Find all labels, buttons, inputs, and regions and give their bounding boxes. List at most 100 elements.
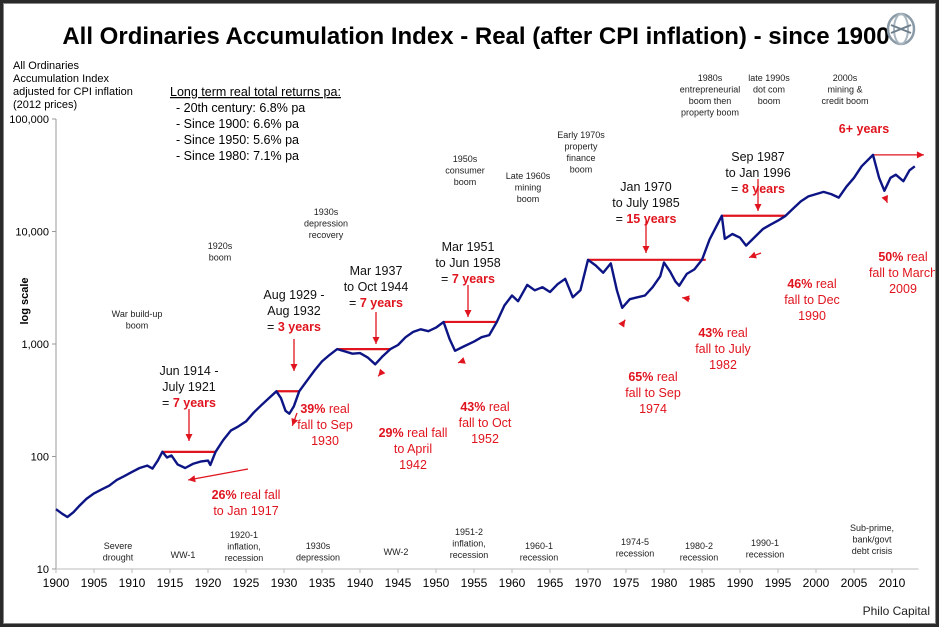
plateau: Mar 1951 to Jun 1958 = 7 years [435, 240, 501, 324]
x-tick-label: 1980 [651, 576, 678, 590]
fall-annotations: 26% real fall to Jan 1917 39% real fall to … [188, 194, 935, 518]
plateau-period-label: Aug 1929 - [263, 288, 324, 302]
x-tick-label: 1920 [195, 576, 222, 590]
boom-label: boom [126, 321, 149, 331]
fall-annotation: 46% real fall to Dec 1990 [748, 251, 840, 323]
recession-label: recession [225, 553, 264, 563]
recession-label: 1980-2 [685, 541, 713, 551]
fall-arrow-head [188, 475, 196, 483]
fall-arrow-head [881, 194, 888, 203]
y-tick-label: 10 [37, 564, 49, 576]
y-label-line: (2012 prices) [13, 99, 77, 111]
y-tick-label: 1,000 [21, 339, 49, 351]
fall-line-2: fall to Oct [459, 416, 512, 430]
fall-line-3: 1952 [471, 432, 499, 446]
fall-line-3: 1942 [399, 458, 427, 472]
x-tick-label: 2000 [803, 576, 830, 590]
axes: 10 100 1,000 10,000 100,000 1900 1905 1910 1915 1… [9, 114, 919, 590]
x-tick-label: 1905 [81, 576, 108, 590]
x-tick-label: 1955 [461, 576, 488, 590]
plateau-pointer-arrow-head [754, 204, 762, 211]
plateau-period-label: Aug 1932 [267, 304, 321, 318]
recession-label: drought [103, 553, 134, 563]
recession-label: 1960-1 [525, 541, 553, 551]
plateau: Sep 1987 to Jan 1996 = 8 years [721, 150, 791, 217]
fall-arrow-head [749, 251, 757, 259]
recession-label: 1951-2 [455, 527, 483, 537]
returns-item: - Since 1950: 5.6% pa [176, 133, 299, 147]
boom-label: recovery [309, 230, 344, 240]
recession-label: recession [520, 553, 559, 563]
plateau-arrow-head [916, 151, 924, 159]
source-label: Philo Capital [863, 604, 930, 618]
fall-line-3: 1974 [639, 402, 667, 416]
fall-line-2: to Jan 1917 [213, 504, 278, 518]
boom-label: boom [758, 96, 781, 106]
recession-label: bank/govt [852, 535, 892, 545]
plateau-years-label: = 3 years [267, 320, 321, 334]
recession-label: inflation, [452, 539, 486, 549]
years-count: 6+ years [839, 122, 889, 136]
x-tick-label: 1945 [385, 576, 412, 590]
x-tick-label: 1930 [271, 576, 298, 590]
plateau-annotations: Jun 1914 -July 1921= 7 years Aug 1929 - Au… [159, 122, 924, 453]
plateau-pointer-arrow-head [464, 310, 472, 317]
plateau: Jan 1970 to July 1985 = 15 years [588, 180, 706, 261]
boom-annotations: War build-up boom 1920s boom 1930s depression… [112, 73, 869, 331]
fall-line-2: fall to Dec [784, 293, 840, 307]
fall-arrow-head [618, 319, 626, 328]
y-axis-description: All Ordinaries Accumulation Index adjust… [13, 60, 133, 111]
boom-label: consumer [445, 166, 485, 176]
fall-annotation: 26% real fall to Jan 1917 [188, 468, 281, 518]
plateau-period-label: Sep 1987 [731, 150, 785, 164]
boom-label: entrepreneurial [680, 85, 741, 95]
years-count: 8 years [742, 182, 785, 196]
fall-line-1: 39% real [300, 402, 349, 416]
plateau-period-label: Mar 1937 [350, 264, 403, 278]
plateau: 6+ years [839, 122, 924, 159]
recession-label: Severe [104, 541, 133, 551]
recession-label: inflation, [227, 542, 261, 552]
boom-label: depression [304, 219, 348, 229]
fall-line-2: fall to March [869, 266, 935, 280]
fall-line-1: 29% real fall [379, 426, 448, 440]
index-series-line [55, 153, 916, 519]
y-tick-label: 10,000 [15, 227, 49, 239]
x-tick-label: 1985 [689, 576, 716, 590]
returns-item: - Since 1900: 6.6% pa [176, 117, 299, 131]
boom-label: boom then [689, 96, 732, 106]
boom-label: mining [515, 183, 542, 193]
years-count: 7 years [360, 296, 403, 310]
boom-label: 1920s [208, 241, 233, 251]
fall-annotation: 65% real fall to Sep 1974 [618, 319, 681, 416]
recession-label: depression [296, 553, 340, 563]
chart-svg: All Ordinaries Accumulation Index - Real… [9, 12, 935, 618]
fall-line-3: 1930 [311, 434, 339, 448]
boom-label: 1930s [314, 207, 339, 217]
plateau: Jun 1914 - July 1921 = 7 years [159, 364, 219, 453]
x-tick-label: 1900 [43, 576, 70, 590]
x-tick-label: 1940 [347, 576, 374, 590]
years-count: 3 years [278, 320, 321, 334]
fall-arrow-head [291, 417, 299, 426]
plateau-period-label: Mar 1951 [442, 240, 495, 254]
y-tick-label: 100 [31, 452, 49, 464]
fall-line-2: fall to July [695, 342, 751, 356]
plateau-pointer-arrow-head [185, 434, 193, 441]
plateau-years-label: = 7 years [349, 296, 403, 310]
recession-label: recession [680, 553, 719, 563]
philo-capital-logo-icon [886, 12, 916, 46]
boom-label: boom [209, 253, 232, 263]
recession-label: WW-1 [171, 550, 196, 560]
fall-line-1: 26% real fall [212, 488, 281, 502]
fall-line-3: 1990 [798, 309, 826, 323]
fall-arrow-head [378, 368, 386, 377]
log-scale-label: log scale [19, 277, 31, 324]
boom-label: dot com [753, 85, 785, 95]
chart-frame: All Ordinaries Accumulation Index - Real… [3, 3, 936, 624]
fall-line-1: 65% real [628, 370, 677, 384]
x-tick-label: 2005 [841, 576, 868, 590]
fall-line-2: to April [394, 442, 432, 456]
fall-line-1: 46% real [787, 277, 836, 291]
plateau-period-label: to Oct 1944 [344, 280, 409, 294]
